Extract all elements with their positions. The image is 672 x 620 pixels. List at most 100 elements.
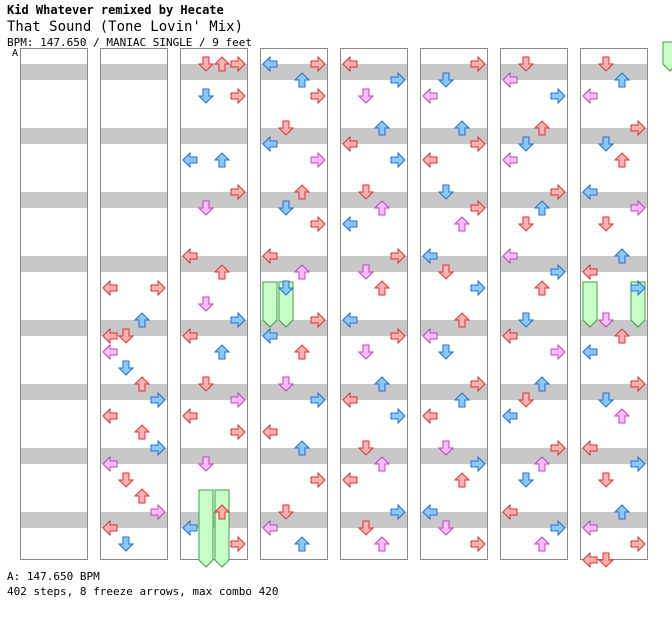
up-arrow-note: [613, 408, 631, 424]
down-arrow-note: [597, 312, 615, 328]
stripe: [260, 256, 328, 272]
stripe: [500, 512, 568, 528]
down-arrow-note: [197, 376, 215, 392]
stripe: [20, 128, 88, 144]
chart-column: [20, 48, 88, 560]
stripe: [180, 128, 248, 144]
stripe: [180, 512, 248, 528]
right-arrow-note: [630, 535, 646, 553]
up-arrow-note: [613, 248, 631, 264]
stripe: [340, 512, 408, 528]
column-border: [260, 48, 328, 560]
left-arrow-note: [422, 151, 438, 169]
up-arrow-note: [213, 504, 231, 520]
left-arrow-note: [342, 55, 358, 73]
right-arrow-note: [550, 183, 566, 201]
song-title: That Sound (Tone Lovin' Mix): [7, 19, 244, 35]
stripe: [420, 64, 488, 80]
right-arrow-note: [470, 375, 486, 393]
right-arrow-note: [310, 151, 326, 169]
down-arrow-note: [197, 88, 215, 104]
stripe: [20, 512, 88, 528]
up-arrow-note: [373, 120, 391, 136]
bpm-legend: A: 147.650 BPM: [7, 570, 100, 583]
stripe: [580, 256, 648, 272]
right-arrow-note: [470, 135, 486, 153]
stripe: [20, 320, 88, 336]
left-arrow-note: [502, 151, 518, 169]
stripe: [580, 384, 648, 400]
left-arrow-note: [342, 215, 358, 233]
left-arrow-note: [582, 87, 598, 105]
stripe: [180, 64, 248, 80]
up-arrow-note: [293, 184, 311, 200]
down-arrow-note: [597, 136, 615, 152]
up-arrow-note: [533, 200, 551, 216]
chart-column: [420, 48, 488, 560]
left-arrow-note: [182, 407, 198, 425]
left-arrow-note: [262, 247, 278, 265]
step-chart: [20, 41, 672, 568]
stripe: [580, 320, 648, 336]
stripe: [260, 320, 328, 336]
left-arrow-note: [422, 247, 438, 265]
right-arrow-note: [230, 311, 246, 329]
down-arrow-note: [437, 184, 455, 200]
stripe: [100, 256, 168, 272]
left-arrow-note: [582, 439, 598, 457]
left-arrow-note: [262, 327, 278, 345]
up-arrow-note: [293, 72, 311, 88]
down-arrow-note: [437, 440, 455, 456]
right-arrow-note: [550, 263, 566, 281]
stripe: [100, 384, 168, 400]
up-arrow-note: [533, 376, 551, 392]
right-arrow-note: [390, 407, 406, 425]
right-arrow-note: [310, 215, 326, 233]
down-arrow-note: [517, 216, 535, 232]
stripe: [420, 128, 488, 144]
up-arrow-note: [613, 152, 631, 168]
chart-info: BPM: 147.650 / MANIAC SINGLE / 9 feet: [7, 36, 253, 49]
up-arrow-note: [293, 536, 311, 552]
left-arrow-note: [422, 87, 438, 105]
left-arrow-note: [342, 311, 358, 329]
up-arrow-note: [213, 152, 231, 168]
left-arrow-note: [102, 519, 118, 537]
up-arrow-note: [373, 536, 391, 552]
stripe: [500, 256, 568, 272]
right-arrow-note: [390, 151, 406, 169]
right-arrow-note: [470, 535, 486, 553]
down-arrow-note: [117, 328, 135, 344]
stripe: [260, 64, 328, 80]
stripe: [580, 512, 648, 528]
down-arrow-note: [277, 376, 295, 392]
left-arrow-note: [262, 423, 278, 441]
up-arrow-note: [133, 312, 151, 328]
down-arrow-note: [277, 280, 295, 296]
right-arrow-note: [550, 343, 566, 361]
right-arrow-note: [310, 87, 326, 105]
up-arrow-note: [613, 72, 631, 88]
down-arrow-note: [357, 344, 375, 360]
up-arrow-note: [213, 56, 231, 72]
down-arrow-note: [117, 360, 135, 376]
up-arrow-note: [213, 344, 231, 360]
stripe: [420, 448, 488, 464]
up-arrow-note: [213, 264, 231, 280]
up-arrow-note: [453, 216, 471, 232]
stripe: [580, 128, 648, 144]
left-arrow-note: [582, 551, 598, 568]
left-arrow-note: [342, 471, 358, 489]
up-arrow-note: [613, 328, 631, 344]
left-arrow-note: [182, 151, 198, 169]
right-arrow-note: [150, 279, 166, 297]
stripe: [340, 256, 408, 272]
left-arrow-note: [502, 71, 518, 89]
left-arrow-note: [342, 135, 358, 153]
freeze-arrow: [214, 489, 230, 568]
right-arrow-note: [310, 311, 326, 329]
stripe: [420, 512, 488, 528]
chart-column: [180, 48, 248, 560]
down-arrow-note: [517, 312, 535, 328]
stripe: [580, 448, 648, 464]
